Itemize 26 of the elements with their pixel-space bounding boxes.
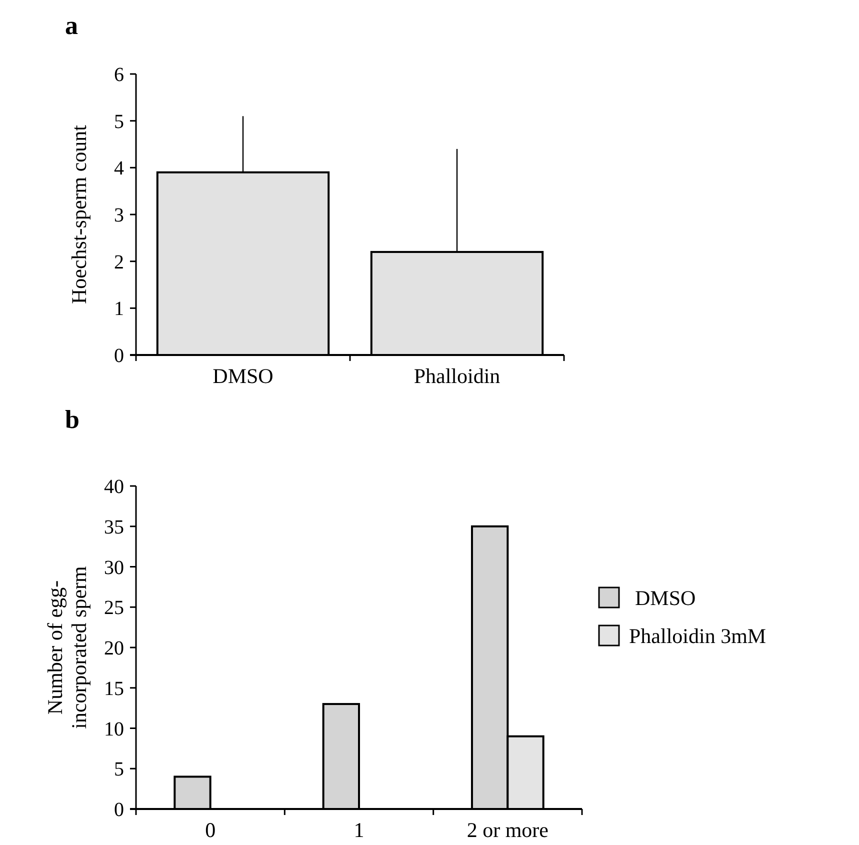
y-tick-label: 0 (114, 345, 124, 367)
y-tick-label: 4 (114, 158, 124, 180)
y-tick-label: 40 (104, 476, 124, 498)
legend-label: DMSO (635, 586, 696, 610)
x-tick-label: 1 (354, 818, 364, 842)
y-tick-label: 0 (114, 799, 124, 821)
y-axis-title: Number of egg-incorporated sperm (43, 566, 91, 729)
y-tick-label: 20 (104, 638, 124, 660)
chart-title: a (65, 11, 78, 40)
y-tick-label: 25 (104, 597, 124, 620)
y-tick-label: 3 (114, 204, 124, 226)
y-tick-label: 15 (104, 678, 124, 700)
y-tick-label: 10 (104, 718, 124, 740)
x-tick-label: 2 or more (466, 818, 548, 842)
y-tick-label: 2 (114, 251, 124, 274)
x-tick-label: 0 (205, 818, 216, 842)
y-tick-label: 5 (114, 110, 124, 133)
y-tick-label: 6 (114, 64, 124, 86)
y-tick-label: 30 (104, 556, 124, 579)
y-tick-label: 35 (104, 516, 124, 538)
y-axis-title: Hoechst-sperm count (67, 124, 91, 304)
chart-title: b (65, 405, 80, 434)
y-tick-label: 5 (114, 758, 124, 781)
x-tick-label: Phalloidin (414, 364, 501, 388)
legend-label: Phalloidin 3mM (629, 624, 766, 648)
y-tick-label: 1 (114, 298, 124, 320)
